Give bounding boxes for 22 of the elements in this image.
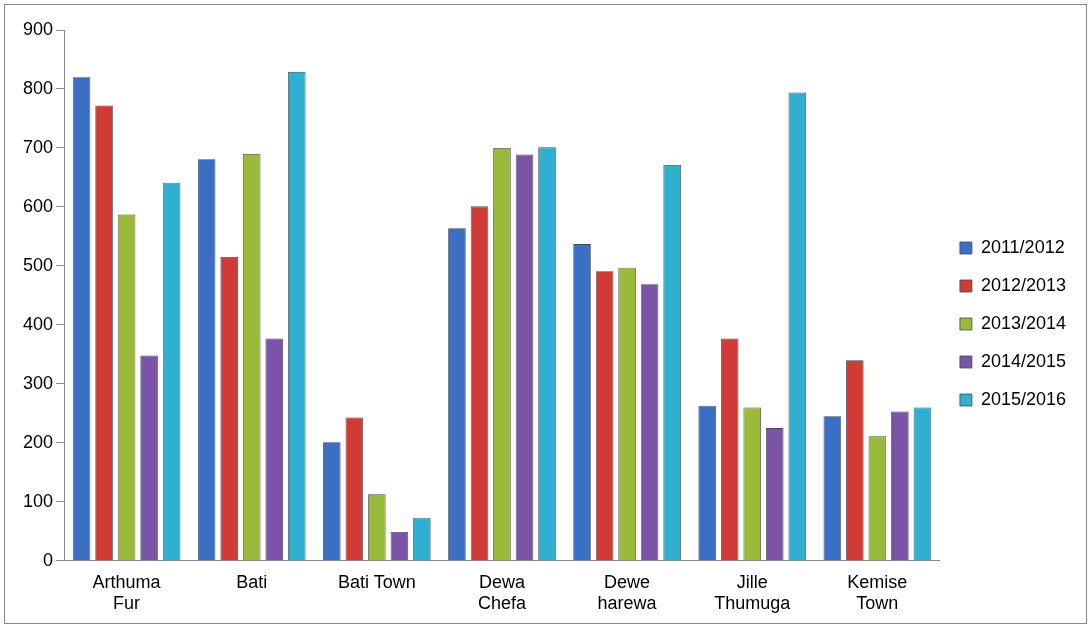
legend-label: 2015/2016 [980, 388, 1067, 409]
y-tick-label: 100 [22, 490, 54, 511]
y-tick-label: 900 [22, 18, 54, 39]
x-tick-label: Jille Thumuga [714, 571, 792, 614]
x-tick-label: Kemise Town [847, 571, 908, 614]
y-tick-label: 700 [22, 136, 54, 157]
x-tick-label: Bati Town [337, 571, 416, 592]
legend-label: 2012/2013 [980, 274, 1067, 295]
legend-label: 2013/2014 [980, 312, 1067, 333]
legend-label: 2014/2015 [980, 350, 1067, 371]
x-tick-label: Arthuma Fur [92, 571, 162, 614]
legend-label: 2011/2012 [980, 236, 1065, 257]
y-tick-label: 400 [22, 313, 54, 334]
y-tick-label: 200 [22, 431, 54, 452]
y-tick-label: 600 [22, 195, 54, 216]
y-tick-label: 500 [22, 254, 54, 275]
y-tick-label: 0 [43, 549, 54, 570]
y-tick-label: 800 [22, 77, 54, 98]
x-tick-label: Dewa Chefa [477, 571, 527, 614]
x-tick-label: Bati [236, 571, 268, 592]
y-tick-label: 300 [22, 372, 54, 393]
x-tick-label: Dewe harewa [597, 571, 658, 614]
